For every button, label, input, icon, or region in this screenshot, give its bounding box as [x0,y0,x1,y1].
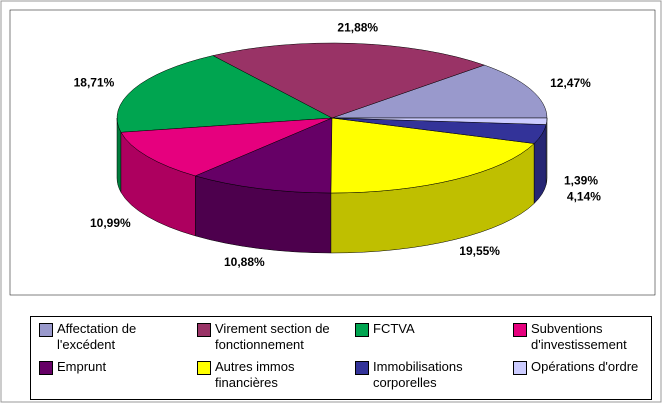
legend-label: FCTVA [373,321,415,336]
legend-label: Emprunt [57,359,107,374]
slice [212,42,486,119]
slice [331,117,548,125]
data-label: 18,71% [74,75,115,89]
legend-item: Subventions d'investissement [509,321,663,353]
legend-label: Virement section de fonctionnement [215,321,330,352]
legend-item: Immobilisations corporelles [351,359,509,391]
legend-item: Emprunt [35,359,193,375]
legend-swatch [355,361,369,375]
legend-swatch [197,323,211,337]
data-label: 4,14% [567,190,601,204]
slice [330,117,535,194]
legend-item: Opérations d'ordre [509,359,663,375]
legend-swatch [513,361,527,375]
slice [120,117,333,177]
data-label: 12,47% [550,76,591,90]
legend-label: Subventions d'investissement [531,321,627,352]
data-label: 19,55% [459,244,500,258]
legend-swatch [513,323,527,337]
legend-swatch [39,361,53,375]
plot-frame [9,9,656,296]
legend-label: Opérations d'ordre [531,359,639,374]
data-label: 21,88% [337,21,378,35]
data-label: 10,99% [90,216,131,230]
slice [116,55,333,133]
slice-side [545,117,548,185]
data-label: 10,88% [224,255,265,269]
legend: Affectation de l'excédent Virement sectio… [30,316,652,400]
slice [331,64,548,119]
legend-label: Immobilisations corporelles [373,359,463,390]
legend-item: Virement section de fonctionnement [193,321,351,353]
data-label: 1,39% [564,174,598,188]
legend-swatch [355,323,369,337]
legend-swatch [39,323,53,337]
legend-label: Affectation de l'excédent [57,321,137,352]
legend-swatch [197,361,211,375]
legend-label: Autres immos financières [215,359,295,390]
legend-item: Affectation de l'excédent [35,321,193,353]
legend-item: Autres immos financières [193,359,351,391]
slice [194,117,333,194]
legend-item: FCTVA [351,321,509,337]
